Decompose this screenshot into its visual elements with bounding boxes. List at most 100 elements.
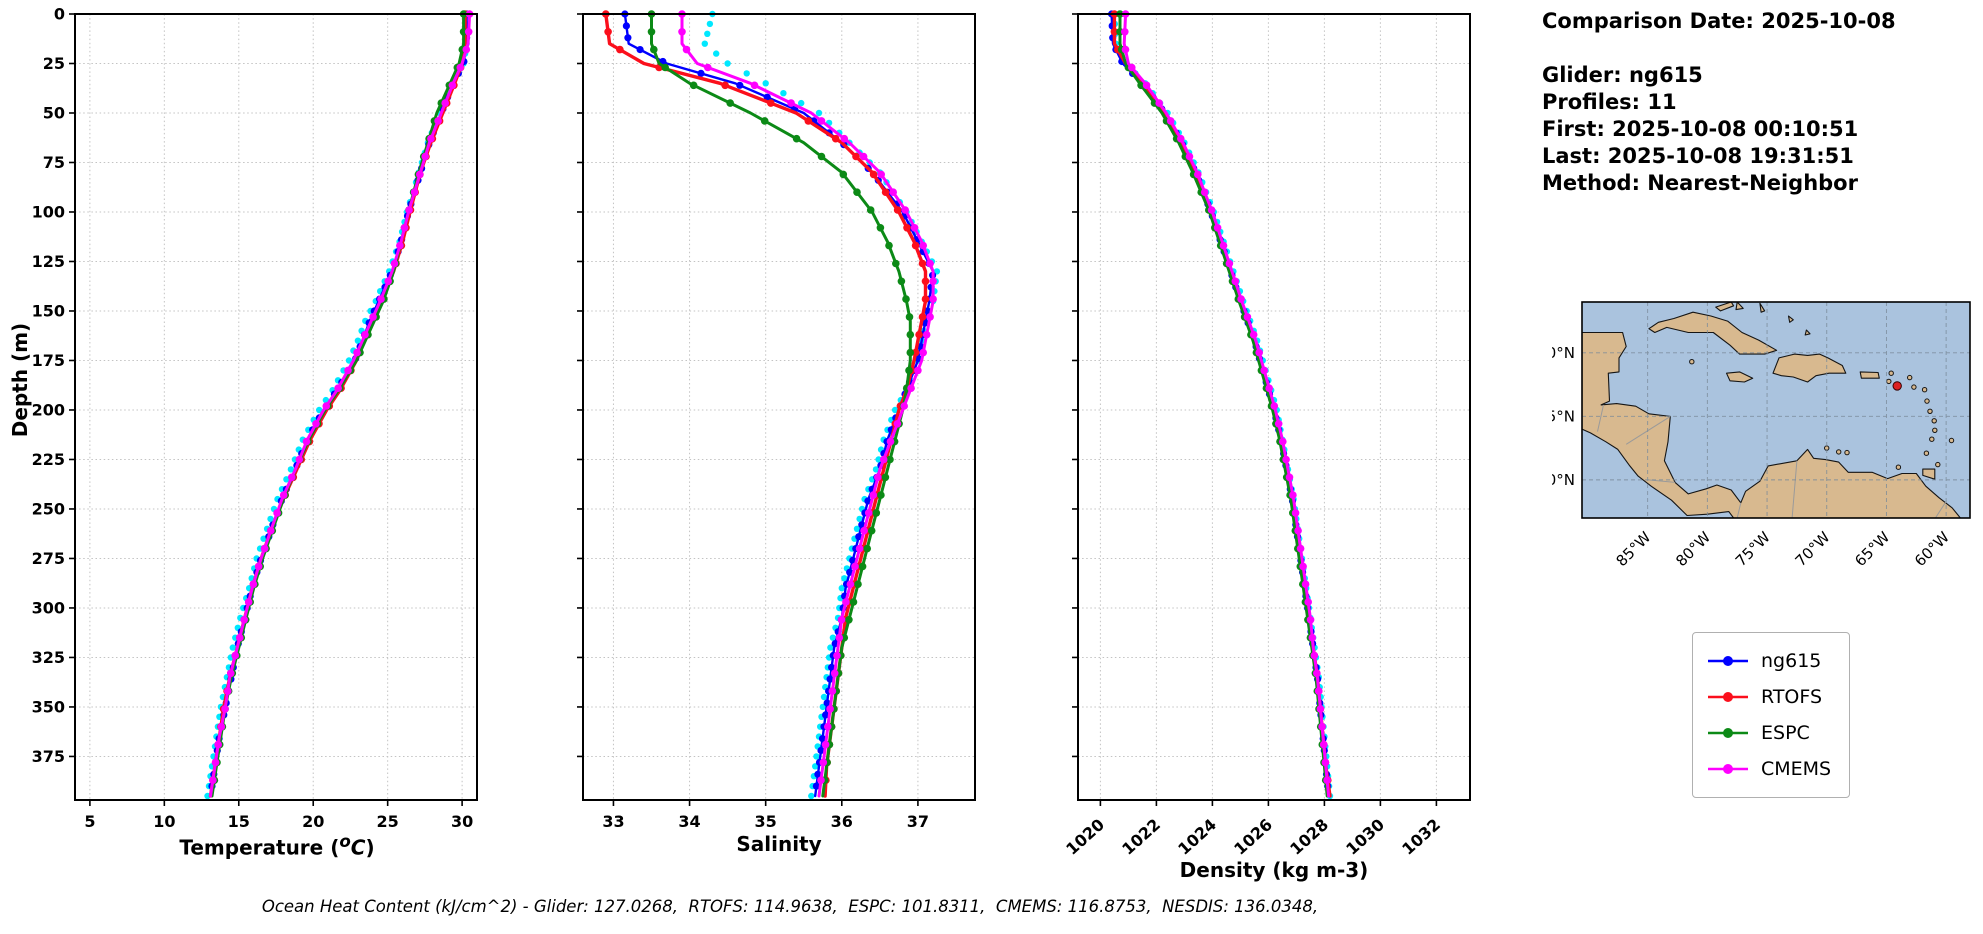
legend-label: RTOFS bbox=[1761, 686, 1823, 708]
ocean-heat-content-caption: Ocean Heat Content (kJ/cm^2) - Glider: 1… bbox=[261, 897, 1319, 916]
svg-text:300: 300 bbox=[32, 598, 65, 617]
svg-text:25: 25 bbox=[43, 54, 65, 73]
svg-text:325: 325 bbox=[32, 648, 65, 667]
svg-text:20: 20 bbox=[302, 812, 324, 831]
svg-text:1026: 1026 bbox=[1230, 815, 1276, 859]
svg-text:35: 35 bbox=[755, 812, 777, 831]
glider-location-marker bbox=[1892, 381, 1902, 391]
svg-text:250: 250 bbox=[32, 499, 65, 518]
svg-text:0: 0 bbox=[54, 5, 65, 24]
density-profile-chart: 1020 1022 1024 1026 1028 1030 1032 bbox=[1062, 10, 1471, 859]
info-profiles: Profiles: 11 bbox=[1542, 90, 1677, 114]
info-last-time: Last: 2025-10-08 19:31:51 bbox=[1542, 144, 1854, 168]
svg-text:10°N: 10°N bbox=[1552, 471, 1575, 489]
temperature-axis-label: Temperature (oC) bbox=[76, 832, 478, 860]
legend-marker-RTOFS bbox=[1708, 692, 1748, 702]
temperature-axis-label-text: Temperature ( bbox=[179, 835, 340, 860]
density-axis-label: Density (kg m-3) bbox=[1179, 858, 1369, 882]
svg-text:15: 15 bbox=[228, 812, 250, 831]
axis-ticks: 33 34 35 36 37 bbox=[577, 13, 929, 831]
temperature-profile-chart: 5 10 15 20 25 3002550751001251501752002252502… bbox=[32, 5, 478, 832]
temperature-axis-label-close: ) bbox=[365, 835, 375, 860]
salinity-profile-chart: 33 34 35 36 37 bbox=[577, 10, 976, 831]
graticule bbox=[1582, 302, 1970, 518]
plot-frame bbox=[582, 13, 976, 801]
svg-text:375: 375 bbox=[32, 747, 65, 766]
svg-text:5: 5 bbox=[84, 812, 95, 831]
svg-text:175: 175 bbox=[32, 351, 65, 370]
location-map: 20°N 15°N 10°N 85°W 80°W 75°W 70°W 65°W 60°W bbox=[1552, 301, 1971, 570]
depth-axis-label: Depth (m) bbox=[8, 322, 32, 438]
series-ESPC bbox=[647, 10, 915, 798]
comparison-info-panel: Comparison Date: 2025-10-08 Glider: ng61… bbox=[1542, 8, 1896, 197]
svg-text:100: 100 bbox=[32, 202, 65, 221]
legend-marker-ESPC bbox=[1708, 728, 1748, 738]
svg-text:200: 200 bbox=[32, 400, 65, 419]
map-frame bbox=[1581, 301, 1971, 519]
celsius-unit: C bbox=[350, 835, 366, 860]
svg-text:1022: 1022 bbox=[1118, 815, 1164, 859]
svg-text:25: 25 bbox=[377, 812, 399, 831]
svg-text:275: 275 bbox=[32, 549, 65, 568]
svg-text:34: 34 bbox=[678, 812, 700, 831]
svg-text:85°W: 85°W bbox=[1612, 528, 1654, 570]
info-first-time: First: 2025-10-08 00:10:51 bbox=[1542, 117, 1859, 141]
svg-text:75: 75 bbox=[43, 153, 65, 172]
legend-item-CMEMS: CMEMS bbox=[1705, 751, 1831, 787]
svg-text:37: 37 bbox=[907, 812, 929, 831]
series-RTOFS bbox=[1110, 10, 1332, 798]
svg-text:75°W: 75°W bbox=[1732, 528, 1774, 570]
plot-frame bbox=[74, 13, 478, 801]
grid bbox=[583, 13, 975, 800]
legend-marker-ng615 bbox=[1708, 656, 1748, 666]
svg-text:1020: 1020 bbox=[1062, 815, 1108, 859]
legend: ng615 RTOFS ESPC CMEMS bbox=[1692, 632, 1851, 798]
svg-text:65°W: 65°W bbox=[1851, 528, 1893, 570]
series-CMEMS bbox=[678, 10, 937, 798]
series-CMEMS bbox=[209, 10, 474, 798]
svg-text:1032: 1032 bbox=[1398, 815, 1444, 859]
svg-text:15°N: 15°N bbox=[1552, 407, 1575, 425]
legend-label: ESPC bbox=[1761, 722, 1810, 744]
svg-text:150: 150 bbox=[32, 301, 65, 320]
salinity-axis-label: Salinity bbox=[736, 832, 822, 856]
axis-ticks: 5 10 15 20 25 3002550751001251501752002252502… bbox=[32, 5, 474, 832]
legend-item-ESPC: ESPC bbox=[1705, 715, 1831, 751]
series-RTOFS bbox=[208, 10, 469, 798]
svg-text:80°W: 80°W bbox=[1672, 528, 1714, 570]
svg-text:60°W: 60°W bbox=[1911, 528, 1953, 570]
svg-text:36: 36 bbox=[831, 812, 853, 831]
series-RTOFS bbox=[602, 10, 930, 798]
series-ng615 bbox=[1108, 10, 1332, 798]
svg-text:70°W: 70°W bbox=[1792, 528, 1834, 570]
degree-superscript: o bbox=[339, 832, 351, 851]
svg-text:33: 33 bbox=[602, 812, 624, 831]
legend-label: ng615 bbox=[1761, 650, 1822, 672]
info-method: Method: Nearest-Neighbor bbox=[1542, 171, 1858, 195]
land-masses bbox=[1582, 302, 1961, 518]
legend-marker-CMEMS bbox=[1708, 764, 1748, 774]
series-ESPC bbox=[1116, 10, 1330, 798]
svg-text:10: 10 bbox=[153, 812, 175, 831]
plot-frame bbox=[1077, 13, 1471, 801]
svg-text:30: 30 bbox=[451, 812, 473, 831]
series-ESPC bbox=[210, 10, 468, 798]
comparison-date: Comparison Date: 2025-10-08 bbox=[1542, 9, 1896, 33]
series-CMEMS bbox=[1121, 10, 1331, 798]
svg-text:1030: 1030 bbox=[1342, 815, 1388, 859]
legend-item-RTOFS: RTOFS bbox=[1705, 679, 1831, 715]
legend-item-ng615: ng615 bbox=[1705, 643, 1831, 679]
svg-text:20°N: 20°N bbox=[1552, 344, 1575, 362]
svg-text:350: 350 bbox=[32, 697, 65, 716]
svg-text:225: 225 bbox=[32, 450, 65, 469]
legend-label: CMEMS bbox=[1761, 758, 1832, 780]
svg-text:125: 125 bbox=[32, 252, 65, 271]
svg-text:1024: 1024 bbox=[1174, 815, 1220, 859]
series-glider-obs bbox=[204, 10, 470, 800]
grid bbox=[75, 13, 477, 800]
svg-text:1028: 1028 bbox=[1286, 815, 1332, 859]
series-glider-obs bbox=[1111, 10, 1334, 800]
svg-text:50: 50 bbox=[43, 103, 65, 122]
info-glider: Glider: ng615 bbox=[1542, 63, 1703, 87]
axis-ticks: 1020 1022 1024 1026 1028 1030 1032 bbox=[1062, 13, 1444, 859]
